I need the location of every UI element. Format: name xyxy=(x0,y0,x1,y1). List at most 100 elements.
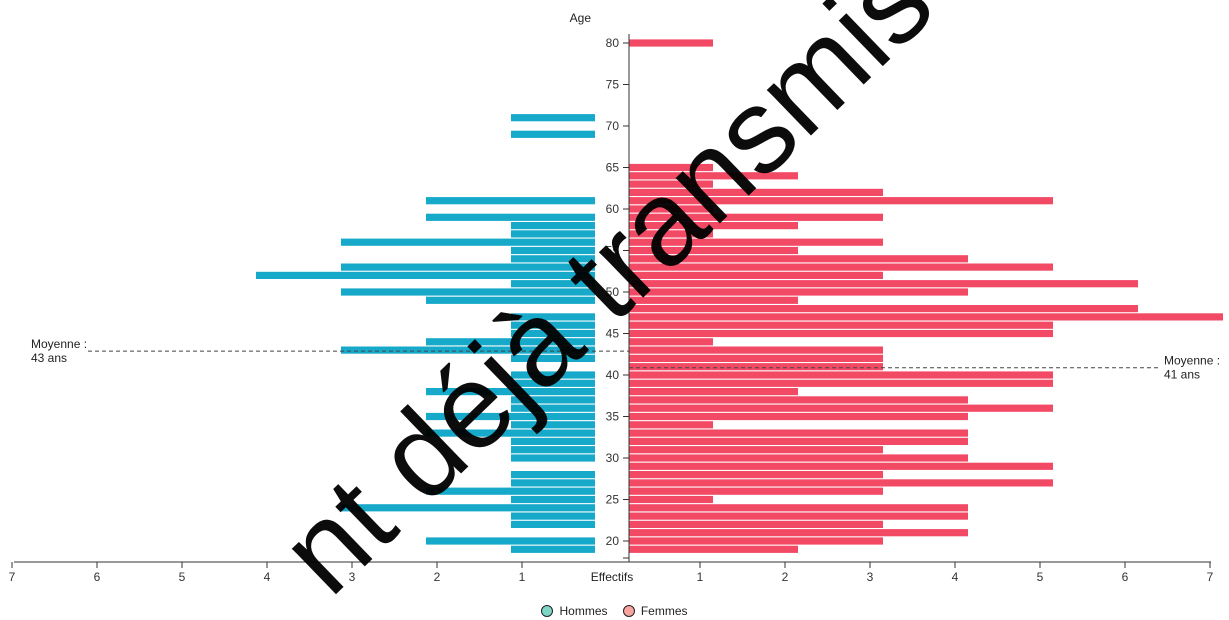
femmes-bar-age-49 xyxy=(629,296,798,304)
count-tick-label-left: 3 xyxy=(349,570,356,584)
femmes-bar-age-63 xyxy=(629,180,713,188)
hommes-bar-age-50 xyxy=(341,288,595,296)
count-tick-label-left: 5 xyxy=(179,570,186,584)
legend: Hommes Femmes xyxy=(0,604,1229,620)
age-tick-label: 50 xyxy=(606,285,620,299)
legend-item-hommes[interactable]: Hommes xyxy=(541,604,608,618)
hommes-bar-age-53 xyxy=(341,263,595,271)
hommes-bar-age-57 xyxy=(511,230,595,238)
hommes-bar-age-51 xyxy=(511,280,595,288)
femmes-bar-age-64 xyxy=(629,172,798,180)
femmes-bar-age-21 xyxy=(629,529,968,537)
femmes-bar-age-25 xyxy=(629,495,713,504)
femmes-bar-age-52 xyxy=(629,271,883,279)
count-tick-label-right: 1 xyxy=(697,570,704,584)
y-axis-title: Age xyxy=(570,11,592,25)
femmes-bar-age-62 xyxy=(629,188,883,196)
femmes-bar-age-59 xyxy=(629,213,883,221)
femmes-bar-age-33 xyxy=(629,429,968,437)
femmes-bar-age-60 xyxy=(629,205,713,213)
age-tick-label: 35 xyxy=(606,410,620,424)
femmes-bar-age-32 xyxy=(629,437,968,445)
femmes-bar-age-24 xyxy=(629,504,968,512)
mean-label-femmes-line2: 41 ans xyxy=(1164,368,1200,382)
hommes-bar-age-69 xyxy=(511,130,595,138)
hommes-swatch-icon xyxy=(541,605,554,617)
femmes-bar-age-41 xyxy=(629,363,883,371)
hommes-bar-age-26 xyxy=(426,487,595,495)
count-tick-label-right: 6 xyxy=(1122,570,1129,584)
age-tick-label: 20 xyxy=(606,534,620,548)
femmes-bar-age-54 xyxy=(629,255,968,263)
femmes-bar-age-53 xyxy=(629,263,1053,271)
count-tick-label-left: 4 xyxy=(264,570,271,584)
hommes-bar-age-71 xyxy=(511,114,595,122)
count-tick-label-right: 7 xyxy=(1207,570,1214,584)
legend-label-femmes: Femmes xyxy=(640,604,688,618)
mean-label-hommes-line2: 43 ans xyxy=(31,351,67,365)
hommes-bar-age-33 xyxy=(426,429,595,437)
x-axis-title: Effectifs xyxy=(591,570,633,584)
hommes-bar-age-43 xyxy=(341,346,595,354)
hommes-bar-age-30 xyxy=(511,454,595,462)
hommes-bar-age-19 xyxy=(511,545,595,553)
age-tick-label: 75 xyxy=(606,78,620,92)
femmes-bar-age-26 xyxy=(629,487,883,495)
hommes-bar-age-47 xyxy=(511,313,595,321)
femmes-bar-age-47 xyxy=(629,313,1223,321)
age-tick-label: 70 xyxy=(606,119,620,133)
femmes-bar-age-56 xyxy=(629,238,883,246)
hommes-bar-age-39 xyxy=(511,379,595,387)
mean-label-hommes-line1: Moyenne : xyxy=(31,337,87,351)
femmes-bar-age-43 xyxy=(629,346,883,354)
hommes-bar-age-20 xyxy=(426,537,595,545)
legend-item-femmes[interactable]: Femmes xyxy=(622,604,688,618)
femmes-bar-age-38 xyxy=(629,388,798,396)
hommes-bar-age-61 xyxy=(426,197,595,205)
count-tick-label-right: 5 xyxy=(1037,570,1044,584)
mean-lines: Moyenne :43 ans Moyenne :41 ans xyxy=(31,337,1220,382)
legend-label-hommes: Hommes xyxy=(559,604,608,618)
hommes-bar-age-24 xyxy=(341,504,595,512)
age-ticks: 20 25 30 35 40 45 50 55 60 65 70 75 80 xyxy=(606,36,629,559)
femmes-bar-age-29 xyxy=(629,462,1053,470)
femmes-bar-age-35 xyxy=(629,412,968,421)
age-tick-label: 30 xyxy=(606,451,620,465)
femmes-bar-age-65 xyxy=(629,163,713,172)
count-tick-label-right: 4 xyxy=(952,570,959,584)
hommes-bar-age-45 xyxy=(511,329,595,338)
femmes-bar-age-19 xyxy=(629,545,798,553)
age-tick-label: 40 xyxy=(606,368,620,382)
femmes-bar-age-27 xyxy=(629,479,1053,487)
femmes-bar-age-57 xyxy=(629,230,713,238)
femmes-bar-age-20 xyxy=(629,537,883,545)
femmes-bar-age-80 xyxy=(629,39,713,47)
femmes-bar-age-45 xyxy=(629,329,1053,338)
femmes-bar-age-51 xyxy=(629,280,1138,288)
femmes-bar-age-40 xyxy=(629,371,1053,379)
hommes-bar-age-55 xyxy=(511,246,595,255)
hommes-bar-age-32 xyxy=(511,437,595,445)
femmes-bar-age-30 xyxy=(629,454,968,462)
age-tick-label: 45 xyxy=(606,327,620,341)
age-tick-label: 65 xyxy=(606,161,620,175)
femmes-bar-age-61 xyxy=(629,197,1053,205)
age-tick-label: 60 xyxy=(606,202,620,216)
hommes-bar-age-36 xyxy=(511,404,595,412)
hommes-bar-age-52 xyxy=(256,271,595,279)
hommes-bar-age-58 xyxy=(511,222,595,230)
hommes-bar-age-46 xyxy=(511,321,595,329)
hommes-bar-age-28 xyxy=(511,471,595,479)
hommes-bar-age-59 xyxy=(426,213,595,221)
hommes-bar-age-44 xyxy=(426,338,595,346)
hommes-bar-age-23 xyxy=(511,512,595,520)
count-ticks: 1 1 2 2 3 3 4 4 5 5 6 6 7 7 xyxy=(9,562,1214,584)
femmes-bar-age-39 xyxy=(629,379,1053,387)
hommes-bar-age-34 xyxy=(511,421,595,429)
femmes-bar-age-55 xyxy=(629,246,798,255)
femmes-bar-age-22 xyxy=(629,520,883,528)
hommes-bar-age-37 xyxy=(511,396,595,404)
hommes-bar-age-40 xyxy=(511,371,595,379)
femmes-swatch-icon xyxy=(622,605,635,617)
femmes-bar-age-46 xyxy=(629,321,1053,329)
